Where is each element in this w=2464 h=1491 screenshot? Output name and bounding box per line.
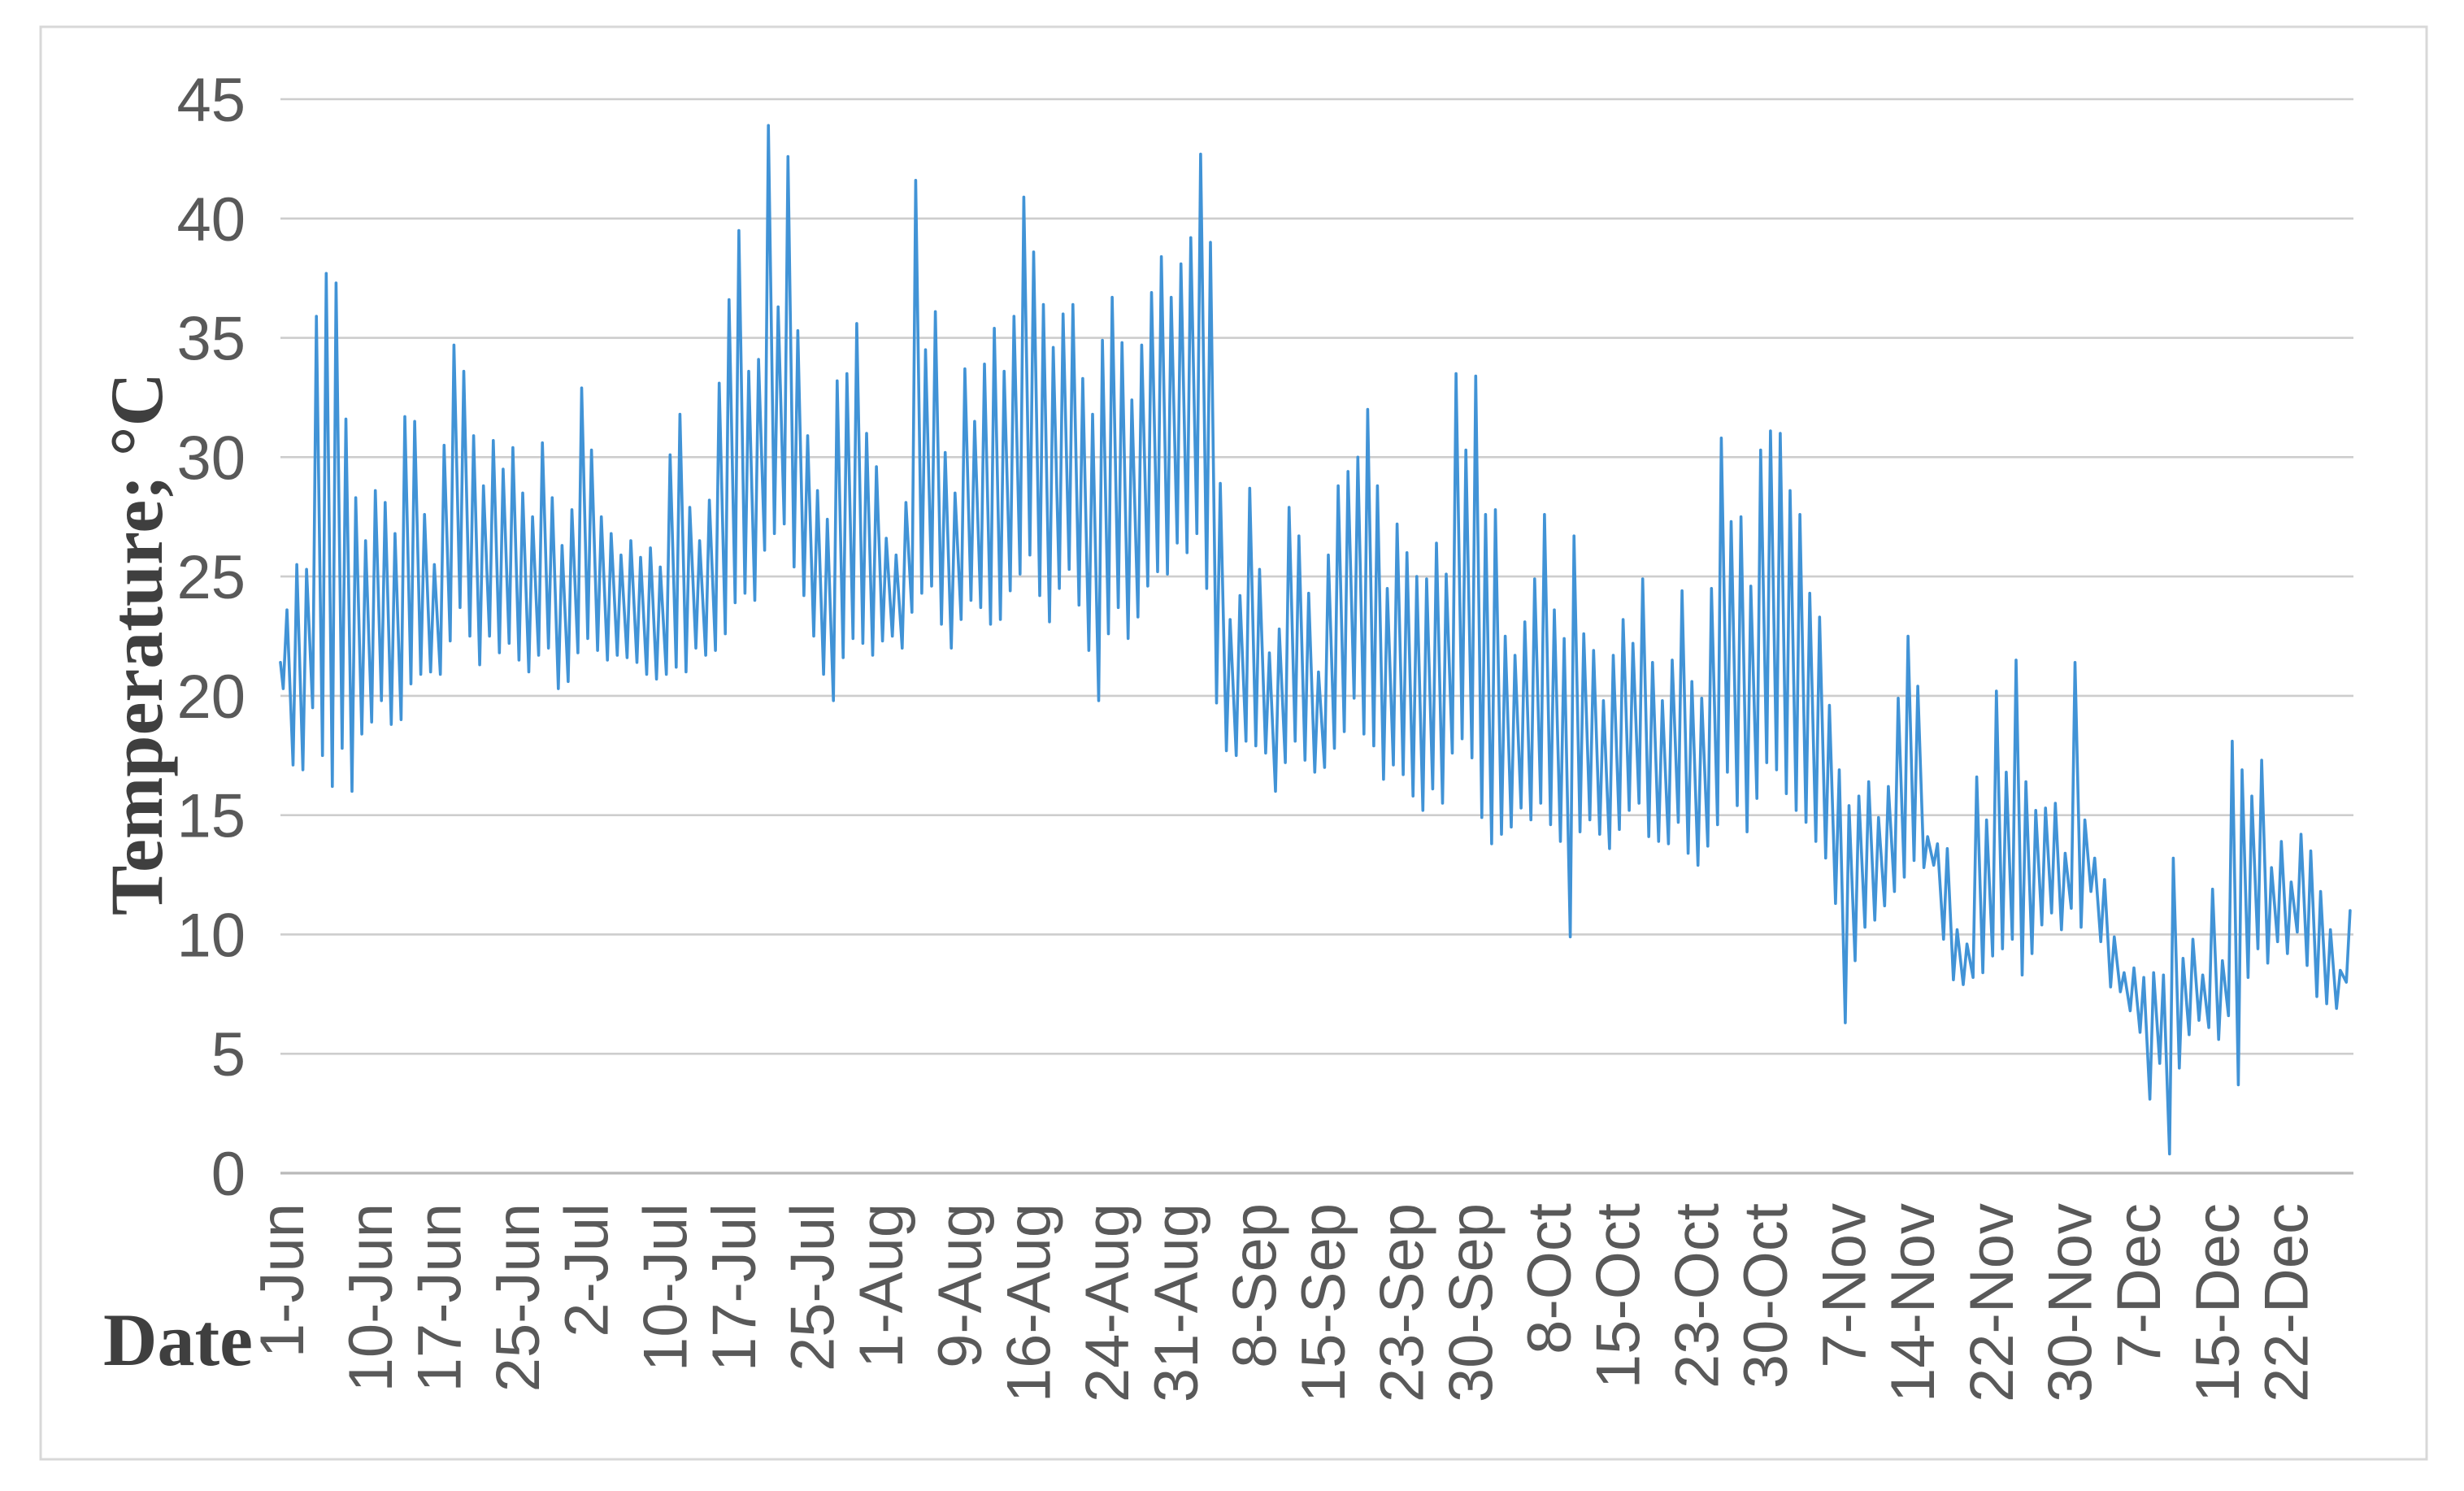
x-tick-label-16-Aug: 16-Aug: [994, 1203, 1063, 1402]
x-tick-label-25-Jul: 25-Jul: [779, 1203, 848, 1371]
x-tick-label-17-Jun: 17-Jun: [405, 1203, 474, 1392]
x-tick-label-15-Sep: 15-Sep: [1289, 1203, 1358, 1402]
x-tick-label-24-Aug: 24-Aug: [1073, 1203, 1142, 1402]
x-tick-label-15-Dec: 15-Dec: [2184, 1203, 2253, 1402]
y-tick-label-45: 45: [176, 66, 246, 135]
y-tick-label-0: 0: [211, 1140, 246, 1209]
x-tick-label-8-Sep: 8-Sep: [1220, 1203, 1289, 1368]
y-tick-label-15: 15: [176, 782, 246, 851]
x-tick-label-30-Nov: 30-Nov: [2036, 1203, 2105, 1402]
y-tick-label-40: 40: [176, 185, 246, 254]
x-tick-label-23-Sep: 23-Sep: [1368, 1203, 1437, 1402]
x-tick-label-30-Oct: 30-Oct: [1732, 1203, 1801, 1389]
x-tick-label-1-Jun: 1-Jun: [248, 1203, 317, 1358]
y-axis-title: Temperature; °C: [95, 372, 178, 915]
x-tick-label-25-Jun: 25-Jun: [484, 1203, 553, 1392]
x-tick-label-9-Aug: 9-Aug: [926, 1203, 995, 1368]
x-axis-title: Date: [103, 1298, 253, 1381]
y-tick-label-10: 10: [176, 901, 246, 970]
x-tick-label-22-Dec: 22-Dec: [2252, 1203, 2321, 1402]
y-tick-label-30: 30: [176, 424, 246, 493]
x-tick-label-7-Nov: 7-Nov: [1810, 1203, 1880, 1368]
x-tick-label-31-Aug: 31-Aug: [1142, 1203, 1211, 1402]
x-tick-label-8-Oct: 8-Oct: [1515, 1203, 1584, 1354]
y-tick-label-20: 20: [176, 663, 246, 732]
x-tick-label-10-Jul: 10-Jul: [631, 1203, 700, 1371]
x-tick-label-1-Aug: 1-Aug: [847, 1203, 916, 1368]
x-tick-label-23-Oct: 23-Oct: [1662, 1203, 1732, 1389]
y-tick-label-25: 25: [176, 543, 246, 612]
x-tick-label-14-Nov: 14-Nov: [1879, 1203, 1948, 1402]
chart-border: [39, 25, 2428, 1461]
y-tick-label-35: 35: [176, 305, 246, 374]
x-tick-label-7-Dec: 7-Dec: [2105, 1203, 2174, 1368]
y-tick-label-5: 5: [211, 1020, 246, 1089]
x-tick-label-10-Jun: 10-Jun: [337, 1203, 406, 1392]
x-tick-label-22-Nov: 22-Nov: [1958, 1203, 2027, 1402]
temperature-series-line: [279, 124, 2352, 1156]
x-tick-label-17-Jul: 17-Jul: [700, 1203, 769, 1371]
x-tick-label-15-Oct: 15-Oct: [1584, 1203, 1654, 1389]
x-tick-label-2-Jul: 2-Jul: [553, 1203, 622, 1337]
x-tick-label-30-Sep: 30-Sep: [1436, 1203, 1506, 1402]
